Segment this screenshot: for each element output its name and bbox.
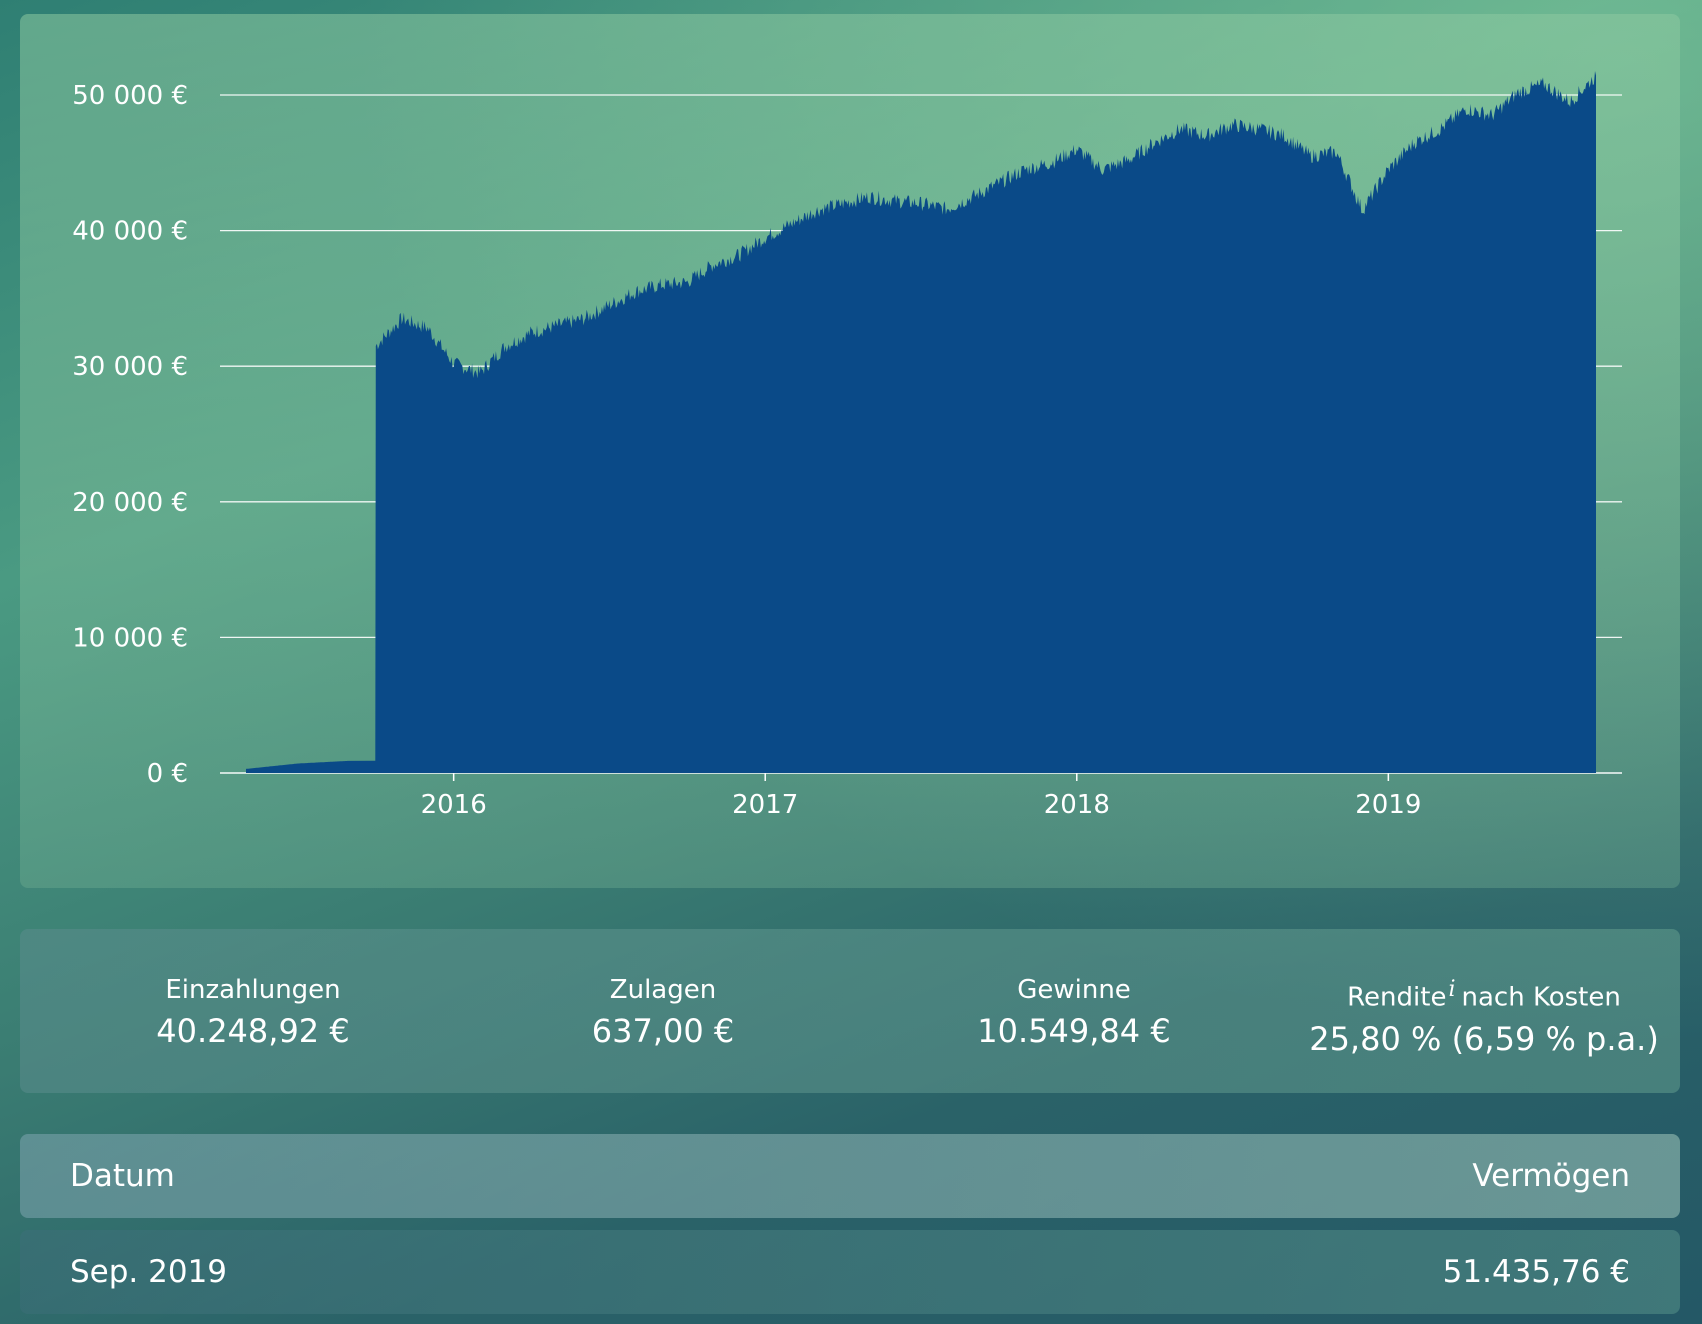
y-tick-label: 40 000 € bbox=[72, 217, 188, 247]
summary-card: Einzahlungen 40.248,92 € Zulagen 637,00 … bbox=[20, 929, 1680, 1093]
stat-allowances-value: 637,00 € bbox=[591, 1012, 735, 1050]
x-tick-label: 2016 bbox=[421, 790, 487, 820]
table-header: Datum Vermögen bbox=[20, 1134, 1680, 1218]
stat-return-value: 25,80 % (6,59 % p.a.) bbox=[1309, 1019, 1659, 1058]
stat-deposits-value: 40.248,92 € bbox=[156, 1012, 350, 1050]
table-row[interactable]: Sep. 2019 51.435,76 € bbox=[20, 1230, 1680, 1314]
stat-gains: Gewinne 10.549,84 € bbox=[884, 973, 1264, 1053]
y-tick-label: 0 € bbox=[147, 759, 188, 789]
y-tick-label: 20 000 € bbox=[72, 488, 188, 518]
stat-return: Renditei nach Kosten 25,80 % (6,59 % p.a.… bbox=[1274, 973, 1694, 1061]
asset-area bbox=[246, 71, 1596, 773]
area-series bbox=[246, 71, 1596, 773]
stat-deposits-label: Einzahlungen bbox=[165, 975, 341, 1005]
row-assets: 51.435,76 € bbox=[1442, 1254, 1630, 1290]
y-tick-label: 30 000 € bbox=[72, 352, 188, 382]
chart-card: 0 € 10 000 € 20 000 € 30 000 € 40 000 € 50 00… bbox=[20, 14, 1680, 888]
info-icon[interactable]: i bbox=[1448, 977, 1456, 1002]
row-date: Sep. 2019 bbox=[70, 1254, 228, 1290]
stat-deposits: Einzahlungen 40.248,92 € bbox=[63, 973, 443, 1053]
column-header-assets[interactable]: Vermögen bbox=[1472, 1158, 1630, 1194]
x-tick-label: 2017 bbox=[732, 790, 798, 820]
stat-allowances: Zulagen 637,00 € bbox=[473, 973, 853, 1053]
y-tick-label: 10 000 € bbox=[72, 623, 188, 653]
stat-allowances-label: Zulagen bbox=[609, 975, 717, 1005]
asset-chart: 0 € 10 000 € 20 000 € 30 000 € 40 000 € 50 00… bbox=[72, 71, 1622, 820]
stat-gains-value: 10.549,84 € bbox=[977, 1012, 1171, 1050]
stat-gains-label: Gewinne bbox=[1017, 975, 1131, 1005]
stat-return-label-suffix: nach Kosten bbox=[1461, 982, 1621, 1013]
x-tick-label: 2019 bbox=[1355, 790, 1421, 820]
stat-return-label-row: Renditei nach Kosten bbox=[1274, 973, 1694, 1015]
x-tick-label: 2018 bbox=[1044, 790, 1110, 820]
axes: 0 € 10 000 € 20 000 € 30 000 € 40 000 € 50 00… bbox=[72, 81, 1421, 820]
stat-return-label: Rendite bbox=[1347, 982, 1447, 1013]
column-header-date[interactable]: Datum bbox=[70, 1158, 175, 1194]
y-tick-label: 50 000 € bbox=[72, 81, 188, 111]
